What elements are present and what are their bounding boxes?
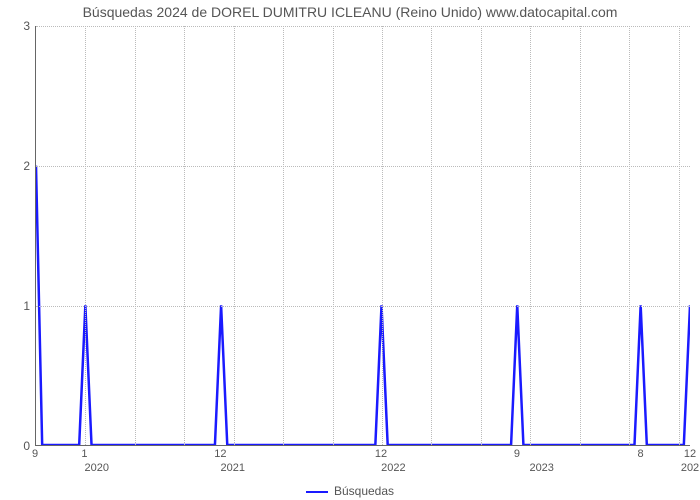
gridline-v: [481, 26, 482, 445]
xtick-label: 12: [214, 448, 226, 460]
ytick-label: 2: [5, 159, 30, 173]
xtick-year-label: 2023: [529, 462, 553, 474]
legend-swatch: [306, 491, 328, 493]
gridline-v: [382, 26, 383, 445]
xtick-label: 9: [514, 448, 520, 460]
xtick-year-label: 2021: [220, 462, 244, 474]
xtick-year-label: 2022: [381, 462, 405, 474]
ytick-label: 1: [5, 299, 30, 313]
gridline-v: [283, 26, 284, 445]
gridline-v: [530, 26, 531, 445]
gridline-v: [629, 26, 630, 445]
xtick-label: 12: [375, 448, 387, 460]
xtick-label: 1: [81, 448, 87, 460]
legend-label: Búsquedas: [334, 484, 394, 498]
line-chart: Búsquedas 2024 de DOREL DUMITRU ICLEANU …: [0, 0, 700, 500]
gridline-v: [580, 26, 581, 445]
gridline-v: [679, 26, 680, 445]
gridline-v: [135, 26, 136, 445]
xtick-label: 8: [638, 448, 644, 460]
xtick-label: 12: [684, 448, 696, 460]
ytick-label: 3: [5, 19, 30, 33]
legend: Búsquedas: [0, 484, 700, 498]
xtick-label: 9: [32, 448, 38, 460]
ytick-label: 0: [5, 439, 30, 453]
xtick-year-label: 202: [681, 462, 699, 474]
chart-title: Búsquedas 2024 de DOREL DUMITRU ICLEANU …: [0, 4, 700, 20]
gridline-v: [184, 26, 185, 445]
gridline-v: [333, 26, 334, 445]
gridline-v: [85, 26, 86, 445]
xtick-year-label: 2020: [85, 462, 109, 474]
gridline-v: [431, 26, 432, 445]
plot-area: [35, 26, 690, 446]
gridline-v: [234, 26, 235, 445]
